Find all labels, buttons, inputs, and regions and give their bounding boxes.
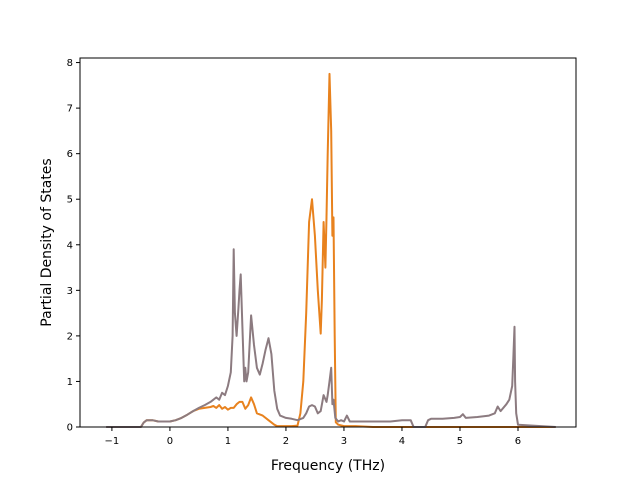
y-tick-label: 4 (67, 240, 73, 251)
y-tick-label: 0 (67, 423, 73, 434)
x-tick-label: 2 (283, 436, 289, 447)
series-line-2 (106, 248, 556, 428)
y-tick-label: 2 (67, 331, 73, 342)
y-tick-label: 7 (67, 104, 73, 115)
x-tick-label: −1 (105, 436, 120, 447)
y-tick-label: 5 (67, 195, 73, 206)
x-tick-label: 1 (225, 436, 231, 447)
y-tick-label: 6 (67, 149, 73, 160)
x-axis: −1 0 1 2 3 4 5 6 (105, 427, 521, 447)
x-axis-title: Frequency (THz) (271, 458, 385, 474)
axes-frame (79, 57, 577, 428)
series-lines (106, 72, 556, 428)
y-tick-label: 8 (67, 58, 73, 69)
y-tick-label: 3 (67, 286, 73, 297)
y-tick-label: 1 (67, 377, 73, 388)
x-tick-label: 0 (167, 436, 173, 447)
x-tick-label: 4 (399, 436, 405, 447)
y-axis: 0 1 2 3 4 5 6 7 8 (67, 58, 80, 434)
y-axis-title: Partial Density of States (39, 158, 55, 326)
x-tick-label: 3 (341, 436, 347, 447)
x-tick-label: 5 (457, 436, 463, 447)
series-line-1 (111, 72, 556, 428)
x-tick-label: 6 (515, 436, 521, 447)
